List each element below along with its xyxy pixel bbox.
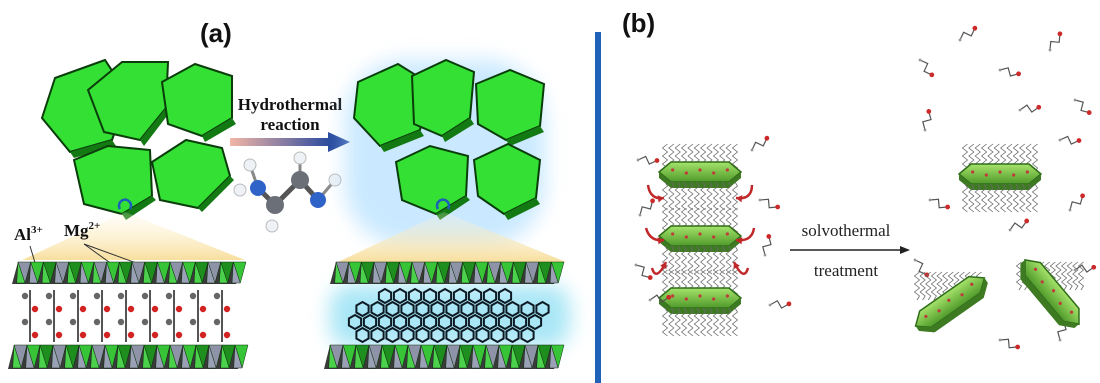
panel-divider: [595, 32, 601, 383]
arrow-b-label-line1: solvothermal: [802, 221, 891, 240]
curved-arrows: [644, 184, 756, 275]
zoom-beam-right: [338, 212, 566, 262]
arrow-label-line1: Hydrothermal: [238, 95, 343, 114]
arrow-label-line2: reaction: [260, 115, 320, 134]
ion-mg-symbol: Mg: [64, 221, 89, 240]
magnifier-icon: [435, 198, 451, 210]
ion-labels: Al3+ Mg2+: [14, 220, 151, 271]
ldh-layers-graphene: [324, 261, 570, 369]
hydrothermal-arrow: Hydrothermal reaction: [230, 95, 350, 152]
ion-mg-charge: 2+: [89, 220, 101, 232]
solvothermal-arrow: solvothermal treatment: [790, 221, 910, 280]
ion-al-charge: 3+: [31, 224, 43, 236]
zoom-beam-left: [22, 212, 245, 260]
svg-text:Al3+: Al3+: [14, 224, 43, 244]
platelet-5: [150, 138, 232, 210]
arrow-b-label-line2: treatment: [814, 261, 878, 280]
panel-a-label: (a): [200, 18, 232, 48]
ldh-platelets-after: [345, 58, 546, 245]
panel-b-label: (b): [622, 8, 656, 38]
svg-text:Mg2+: Mg2+: [64, 220, 100, 240]
panel-b: solvothermal treatment: [634, 25, 1097, 350]
panel-a: Hydrothermal reaction: [8, 58, 570, 369]
exfoliated-nanosheets: [913, 143, 1085, 333]
stacked-nanosheets: [657, 143, 743, 337]
ldh-platelets-before: [40, 58, 236, 220]
magnifier-icon: [117, 198, 133, 210]
ldh-layers-intercalated: [8, 261, 249, 369]
amine-molecule: [233, 151, 342, 233]
ion-al-symbol: Al: [14, 225, 31, 244]
